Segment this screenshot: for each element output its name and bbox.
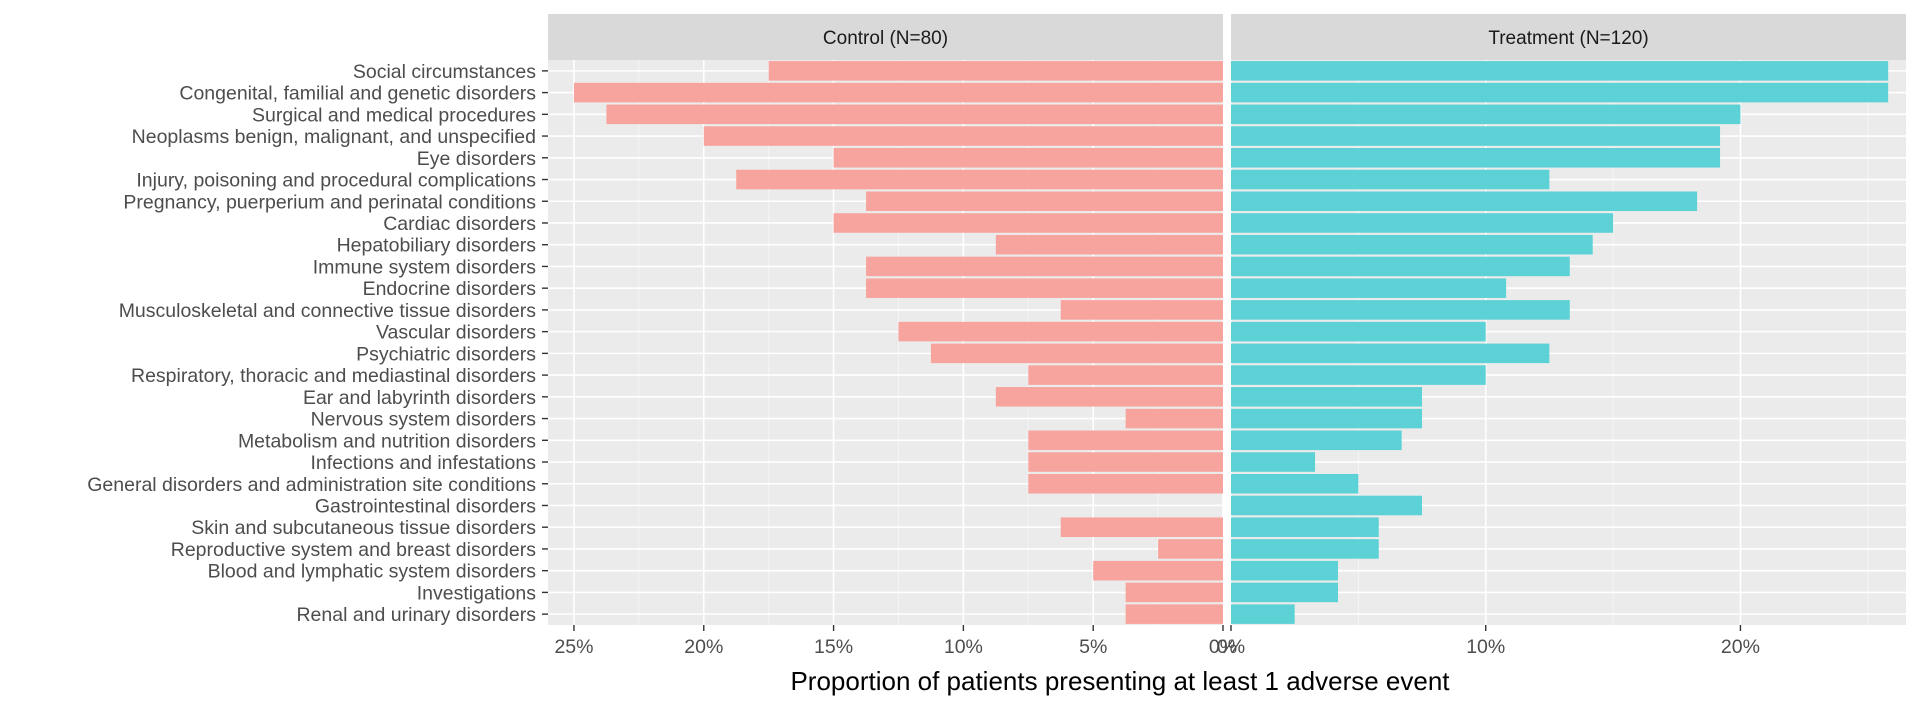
- panel-1-bar: [573, 82, 1223, 103]
- panel-2-bar: [1231, 256, 1570, 277]
- panel-2-bar: [1231, 321, 1486, 342]
- panel-2-x-tick-label: 0%: [1217, 636, 1245, 658]
- panel-1-bar: [1028, 452, 1223, 472]
- panel-2-bar: [1231, 104, 1741, 125]
- panel-2: Treatment (N=120) 0% 10% 20%: [1217, 14, 1906, 658]
- panel-2-bar: [1231, 61, 1889, 81]
- panel-2-strip: [1231, 14, 1906, 60]
- panel-1-bar: [898, 321, 1223, 342]
- panel-1-bar: [1060, 517, 1223, 537]
- panels-layer: Control (N=80) 0% 5% 10% 15% 20% 25% Treatment …: [548, 14, 1906, 658]
- category-label: Injury, poisoning and procedural complic…: [136, 170, 536, 192]
- category-label: Psychiatric disorders: [356, 343, 536, 365]
- panel-2-bar: [1231, 430, 1402, 451]
- panel-1-bar: [866, 256, 1223, 277]
- panel-2-bar: [1231, 387, 1423, 407]
- panel-2-bar: [1231, 234, 1593, 255]
- panel-1-bar: [995, 387, 1223, 407]
- category-label: Musculoskeletal and connective tissue di…: [119, 300, 537, 322]
- panel-2-bar: [1231, 408, 1423, 429]
- panel-1-bar: [1125, 582, 1223, 603]
- panel-1-bar: [606, 104, 1223, 125]
- category-label: Immune system disorders: [313, 256, 536, 278]
- category-label: Congenital, familial and genetic disorde…: [179, 83, 536, 105]
- panel-2-bar: [1231, 517, 1379, 537]
- panel-2-strip-title: Treatment (N=120): [1488, 28, 1648, 49]
- category-label: Investigations: [417, 582, 536, 604]
- panel-2-bar: [1231, 82, 1889, 103]
- panel-1-bar: [1028, 365, 1223, 385]
- panel-2-x-tick-label: 20%: [1721, 636, 1760, 658]
- category-label: Neoplasms benign, malignant, and unspeci…: [132, 126, 536, 148]
- panel-2-bar: [1231, 126, 1721, 146]
- panel-1-x-tick-label: 5%: [1079, 636, 1107, 658]
- panel-2-bar: [1231, 300, 1570, 320]
- panel-1-x-tick-label: 10%: [944, 636, 983, 658]
- category-label: Vascular disorders: [376, 322, 536, 344]
- panel-1-bar: [866, 278, 1223, 298]
- panel-2-bar: [1231, 495, 1423, 516]
- category-label: Eye disorders: [417, 148, 536, 170]
- panel-1-bar: [768, 61, 1223, 81]
- category-label: Renal and urinary disorders: [296, 604, 536, 626]
- panel-1-bar: [1028, 430, 1223, 451]
- panel-1-bar: [736, 169, 1223, 190]
- panel-1-bar: [1060, 300, 1223, 320]
- panel-1-strip: [548, 14, 1223, 60]
- category-label: Metabolism and nutrition disorders: [238, 430, 536, 452]
- panel-2-x-tick-label: 10%: [1466, 636, 1505, 658]
- panel-1-bar: [1125, 604, 1223, 624]
- category-label: Ear and labyrinth disorders: [303, 387, 536, 409]
- panel-1-bar: [866, 191, 1223, 212]
- panel-1-bar: [1093, 560, 1223, 581]
- panel-1-bar: [833, 148, 1223, 168]
- panel-1-bar: [833, 213, 1223, 233]
- panel-1-bar: [703, 126, 1223, 146]
- category-label: Infections and infestations: [311, 452, 537, 474]
- panel-2-bar: [1231, 473, 1359, 494]
- category-label: Cardiac disorders: [383, 213, 536, 235]
- category-label: Skin and subcutaneous tissue disorders: [191, 517, 536, 539]
- panel-2-bar: [1231, 148, 1721, 168]
- panel-2-bar: [1231, 539, 1379, 559]
- category-label: Social circumstances: [353, 61, 536, 83]
- panel-1-x-tick-label: 25%: [554, 636, 593, 658]
- x-axis-title: Proportion of patients presenting at lea…: [790, 666, 1450, 696]
- panel-2-bar: [1231, 278, 1507, 298]
- panel-1-x-tick-label: 15%: [814, 636, 853, 658]
- panel-1-bar: [1028, 473, 1223, 494]
- panel-2-bar: [1231, 213, 1614, 233]
- category-label: Reproductive system and breast disorders: [171, 539, 537, 561]
- panel-2-bar: [1231, 604, 1295, 624]
- category-label: Surgical and medical procedures: [252, 104, 536, 126]
- category-label: Respiratory, thoracic and mediastinal di…: [131, 365, 536, 387]
- category-label: General disorders and administration sit…: [87, 474, 536, 496]
- panel-2-bar: [1231, 343, 1550, 364]
- panel-1-bar: [1158, 539, 1223, 559]
- panel-2-bar: [1231, 169, 1550, 190]
- category-label: Blood and lymphatic system disorders: [208, 561, 537, 583]
- panel-1-x-tick-label: 0%: [1209, 636, 1237, 658]
- panel-1-bar: [930, 343, 1223, 364]
- panel-1-bar: [995, 234, 1223, 255]
- category-label: Nervous system disorders: [311, 409, 537, 431]
- category-label: Pregnancy, puerperium and perinatal cond…: [123, 191, 536, 213]
- panel-2-bar: [1231, 452, 1316, 472]
- panel-2-bar: [1231, 582, 1338, 603]
- panel-1-bar: [1125, 408, 1223, 429]
- panel-1: Control (N=80) 0% 5% 10% 15% 20% 25%: [548, 14, 1237, 658]
- panel-2-bar: [1231, 560, 1338, 581]
- panel-2-bar: [1231, 365, 1486, 385]
- panel-1-x-tick-label: 20%: [684, 636, 723, 658]
- panel-1-strip-title: Control (N=80): [823, 28, 948, 49]
- panel-2-bar: [1231, 191, 1698, 212]
- category-label: Gastrointestinal disorders: [315, 495, 536, 517]
- category-label: Hepatobiliary disorders: [337, 235, 537, 257]
- category-label: Endocrine disorders: [363, 278, 537, 300]
